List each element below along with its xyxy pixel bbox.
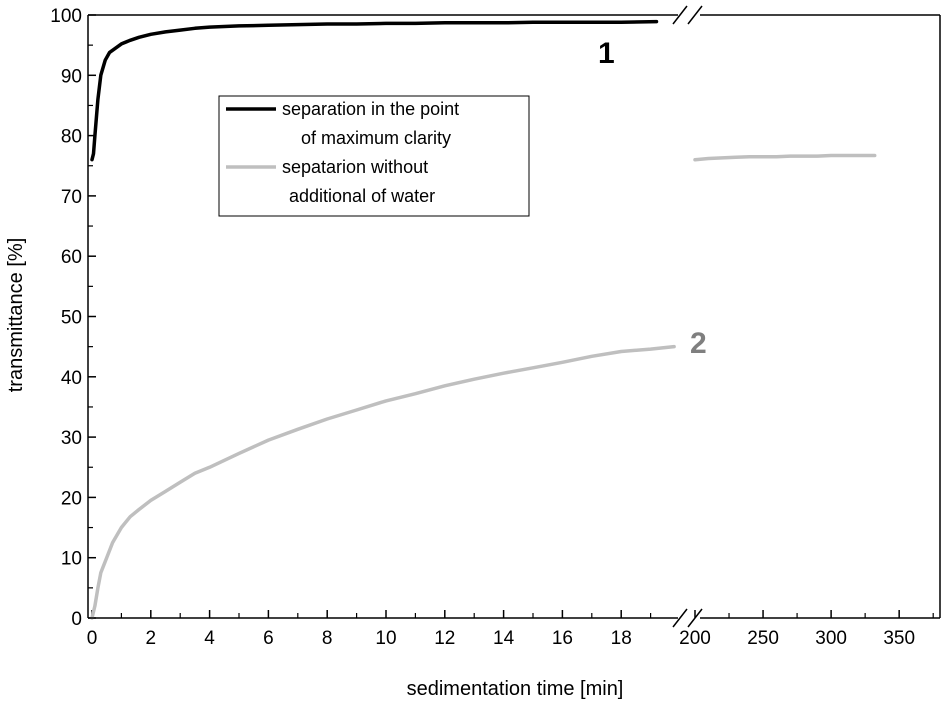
y-tick-label: 60 [61, 247, 82, 268]
x-tick-label: 300 [815, 628, 847, 649]
x-tick-label: 14 [493, 628, 515, 649]
legend: separation in the point of maximum clari… [218, 95, 530, 217]
x-tick-label: 16 [552, 628, 573, 649]
y-tick-label: 0 [71, 609, 82, 630]
x-tick-label: 250 [747, 628, 779, 649]
y-tick-label: 90 [61, 66, 82, 87]
x-tick-label: 350 [883, 628, 915, 649]
axis-break-mark [672, 608, 688, 628]
axis-break-mark [687, 608, 703, 628]
series-2-annotation: 2 [690, 327, 707, 360]
axis-break-mark [687, 5, 703, 25]
series-1-line-segment-1 [90, 19, 659, 162]
x-tick-label: 8 [322, 628, 333, 649]
x-axis-title: sedimentation time [min] [407, 678, 624, 700]
x-tick-label: 10 [375, 628, 396, 649]
y-tick-label: 20 [61, 488, 82, 509]
x-tick-label: 18 [611, 628, 632, 649]
y-tick-label: 100 [50, 6, 82, 27]
legend-label-2-line-2: additional of water [289, 186, 435, 206]
y-tick-label: 50 [61, 308, 82, 329]
x-tick-label: 2 [146, 628, 157, 649]
y-tick-label: 40 [61, 368, 82, 389]
legend-label-1-line-1: separation in the point [282, 99, 459, 119]
axis-break-marks [672, 5, 703, 628]
plot-frame [87, 14, 941, 619]
x-tick-label: 0 [87, 628, 98, 649]
y-tick-label: 30 [61, 428, 82, 449]
series-2-line-segment-2 [693, 153, 877, 162]
x-tick-label: 200 [679, 628, 711, 649]
y-tick-label: 10 [61, 549, 82, 570]
series-2-line-segment-1 [90, 344, 676, 620]
y-tick-label: 80 [61, 127, 82, 148]
series-1-annotation: 1 [598, 37, 615, 70]
axis-break-mark [672, 5, 688, 25]
legend-box [218, 95, 530, 217]
legend-label-1-line-2: of maximum clarity [301, 128, 451, 148]
y-tick-label: 70 [61, 187, 82, 208]
series-group [90, 19, 877, 620]
y-axis-title: transmittance [%] [5, 238, 27, 393]
axis-ticks [88, 14, 934, 619]
x-tick-label: 6 [263, 628, 274, 649]
legend-label-2-line-1: sepatarion without [282, 157, 428, 177]
x-tick-label: 12 [434, 628, 455, 649]
x-tick-label: 4 [204, 628, 215, 649]
